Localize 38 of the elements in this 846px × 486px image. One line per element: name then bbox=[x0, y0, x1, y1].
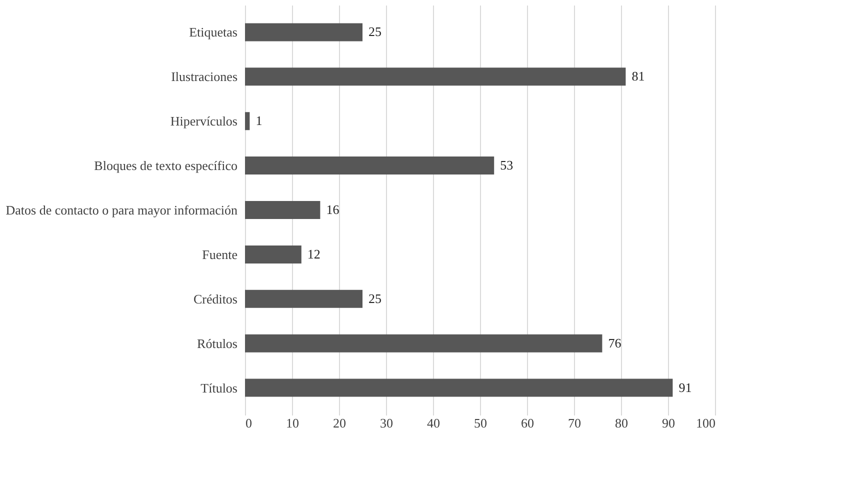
data-label: 25 bbox=[368, 24, 382, 40]
x-tick-label: 40 bbox=[427, 416, 440, 430]
y-tick-label: Títulos bbox=[200, 380, 238, 396]
x-tick-label: 70 bbox=[568, 416, 581, 430]
data-label: 91 bbox=[678, 380, 692, 395]
bar bbox=[245, 23, 362, 42]
y-tick-label: Rótulos bbox=[197, 336, 238, 351]
x-tick-label: 90 bbox=[662, 416, 675, 430]
y-tick-label: Hipervículos bbox=[170, 114, 238, 129]
y-tick-label: Etiquetas bbox=[189, 24, 238, 40]
x-tick-label: 100 bbox=[696, 416, 716, 430]
bar bbox=[245, 201, 320, 219]
data-label: 1 bbox=[256, 113, 262, 128]
bar bbox=[245, 112, 250, 130]
data-label: 81 bbox=[632, 68, 645, 84]
y-tick-label: Fuente bbox=[202, 246, 238, 262]
bar bbox=[245, 378, 673, 397]
y-tick-label: Datos de contacto o para mayor información bbox=[6, 202, 238, 218]
x-tick-label: 20 bbox=[333, 416, 346, 430]
x-tick-label: 50 bbox=[474, 416, 487, 430]
x-tick-label: 60 bbox=[521, 416, 534, 430]
bar bbox=[245, 334, 602, 352]
y-tick-label: Bloques de texto específico bbox=[94, 158, 238, 174]
y-tick-label: Créditos bbox=[193, 291, 238, 306]
x-tick-label: 30 bbox=[380, 416, 393, 430]
bar bbox=[245, 290, 362, 308]
x-tick-label: 10 bbox=[286, 416, 299, 430]
bar bbox=[245, 68, 626, 86]
y-tick-label: Ilustraciones bbox=[171, 69, 238, 84]
data-label: 53 bbox=[500, 158, 514, 173]
x-tick-label: 80 bbox=[615, 416, 628, 430]
bar bbox=[245, 245, 302, 264]
bar bbox=[245, 156, 494, 175]
x-tick-label: 0 bbox=[246, 416, 252, 430]
data-label: 12 bbox=[307, 246, 320, 262]
data-label: 25 bbox=[368, 290, 382, 306]
data-label: 76 bbox=[608, 335, 622, 350]
data-label: 16 bbox=[326, 202, 340, 217]
